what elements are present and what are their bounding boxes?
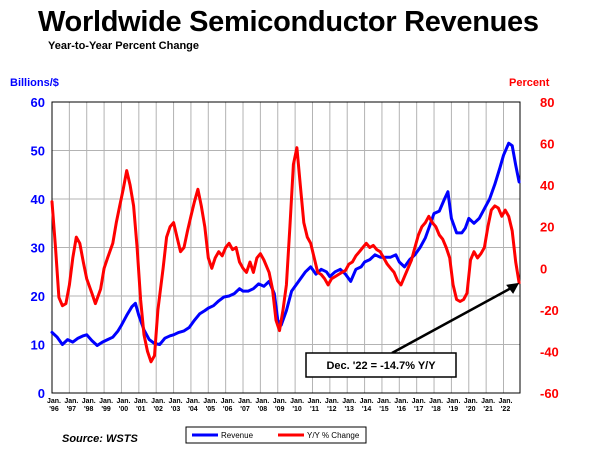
x-tick-year: '03 bbox=[171, 406, 181, 413]
x-tick-year: '07 bbox=[240, 406, 250, 413]
chart-title: Worldwide Semiconductor Revenues bbox=[38, 6, 539, 38]
annotation-text: Dec. '22 = -14.7% Y/Y bbox=[326, 360, 436, 372]
x-tick-year: '11 bbox=[310, 406, 319, 413]
y-tick-label-right: -20 bbox=[540, 303, 559, 318]
x-tick-year: '06 bbox=[223, 406, 233, 413]
x-tick-year: '22 bbox=[501, 406, 511, 413]
y-tick-label-right: 80 bbox=[540, 95, 554, 110]
y-axis-label-left: Billions/$ bbox=[10, 77, 59, 89]
x-tick-year: '09 bbox=[275, 406, 285, 413]
series-line-revenue bbox=[50, 141, 521, 347]
x-tick-year: '00 bbox=[119, 406, 129, 413]
x-tick-month: Jan. bbox=[47, 398, 61, 405]
x-tick-month: Jan. bbox=[360, 398, 374, 405]
x-tick-year: '04 bbox=[188, 406, 198, 413]
x-tick-year: '13 bbox=[344, 406, 354, 413]
x-tick-month: Jan. bbox=[186, 398, 200, 405]
x-tick-year: '16 bbox=[397, 406, 407, 413]
x-tick-month: Jan. bbox=[481, 398, 495, 405]
source-note: Source: WSTS bbox=[62, 433, 138, 445]
x-tick-year: '18 bbox=[431, 406, 441, 413]
x-tick-month: Jan. bbox=[429, 398, 443, 405]
x-tick-month: Jan. bbox=[99, 398, 113, 405]
x-tick-month: Jan. bbox=[325, 398, 339, 405]
x-tick-year: '02 bbox=[153, 406, 163, 413]
x-tick-year: '15 bbox=[379, 406, 389, 413]
x-tick-year: '20 bbox=[466, 406, 476, 413]
x-tick-month: Jan. bbox=[290, 398, 304, 405]
y-tick-label-left: 0 bbox=[38, 386, 45, 401]
y-tick-label-right: -40 bbox=[540, 344, 559, 359]
annotation-arrowhead bbox=[506, 282, 520, 294]
x-tick-month: Jan. bbox=[203, 398, 217, 405]
x-tick-year: '01 bbox=[136, 406, 146, 413]
x-tick-month: Jan. bbox=[169, 398, 183, 405]
x-tick-year: '10 bbox=[292, 406, 302, 413]
x-tick-month: Jan. bbox=[498, 398, 512, 405]
x-tick-year: '96 bbox=[49, 406, 59, 413]
y-tick-label-left: 10 bbox=[31, 338, 45, 353]
x-tick-month: Jan. bbox=[464, 398, 478, 405]
y-tick-label-right: 40 bbox=[540, 178, 554, 193]
plot-border bbox=[51, 101, 521, 394]
legend-label-revenue: Revenue bbox=[221, 431, 254, 440]
legend-label-yoy: Y/Y % Change bbox=[307, 431, 360, 440]
x-tick-month: Jan. bbox=[238, 398, 252, 405]
y-axis-label-right: Percent bbox=[509, 77, 550, 89]
x-tick-month: Jan. bbox=[394, 398, 408, 405]
series-line-yoy bbox=[50, 146, 521, 364]
x-tick-month: Jan. bbox=[82, 398, 96, 405]
x-tick-month: Jan. bbox=[255, 398, 269, 405]
x-tick-year: '98 bbox=[84, 406, 94, 413]
legend-box bbox=[185, 426, 367, 444]
x-tick-year: '12 bbox=[327, 406, 337, 413]
y-tick-label-left: 20 bbox=[31, 289, 45, 304]
x-tick-month: Jan. bbox=[446, 398, 460, 405]
y-tick-label-right: -60 bbox=[540, 386, 559, 401]
x-tick-month: Jan. bbox=[116, 398, 130, 405]
y-tick-label-left: 60 bbox=[31, 95, 45, 110]
x-tick-month: Jan. bbox=[307, 398, 321, 405]
x-tick-year: '05 bbox=[206, 406, 216, 413]
x-tick-month: Jan. bbox=[342, 398, 356, 405]
x-tick-month: Jan. bbox=[412, 398, 426, 405]
x-tick-year: '19 bbox=[449, 406, 459, 413]
x-tick-month: Jan. bbox=[64, 398, 78, 405]
x-tick-month: Jan. bbox=[273, 398, 287, 405]
x-tick-month: Jan. bbox=[221, 398, 235, 405]
y-tick-label-right: 0 bbox=[540, 261, 547, 276]
y-tick-label-left: 50 bbox=[31, 144, 45, 159]
annotation-arrow-line bbox=[391, 284, 516, 355]
y-tick-label-left: 40 bbox=[31, 192, 45, 207]
y-tick-label-left: 30 bbox=[31, 241, 45, 256]
chart-subtitle: Year-to-Year Percent Change bbox=[48, 40, 200, 52]
x-tick-month: Jan. bbox=[377, 398, 391, 405]
annotation-box bbox=[305, 352, 457, 378]
x-tick-year: '99 bbox=[101, 406, 111, 413]
x-tick-month: Jan. bbox=[134, 398, 148, 405]
x-tick-year: '21 bbox=[483, 406, 493, 413]
y-tick-label-right: 60 bbox=[540, 137, 554, 152]
x-tick-year: '97 bbox=[67, 406, 77, 413]
x-tick-year: '17 bbox=[414, 406, 424, 413]
y-tick-label-right: 20 bbox=[540, 220, 554, 235]
x-tick-month: Jan. bbox=[151, 398, 165, 405]
x-tick-year: '14 bbox=[362, 406, 372, 413]
x-tick-year: '08 bbox=[258, 406, 268, 413]
